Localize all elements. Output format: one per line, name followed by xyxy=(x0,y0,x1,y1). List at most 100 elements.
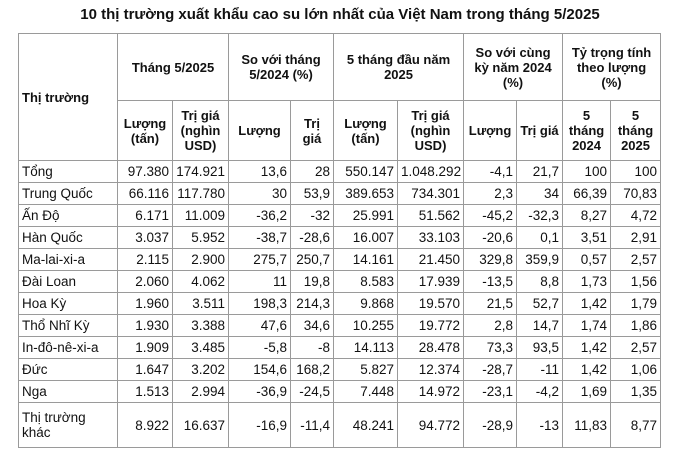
value-cell: 7.448 xyxy=(333,380,399,403)
value-cell: 1,56 xyxy=(610,270,662,293)
value-cell: 8,77 xyxy=(610,402,662,448)
table-row: Đài Loan 2.060 4.062 11 19,8 8.583 17.939 -13,5… xyxy=(18,270,662,293)
value-cell: 1,42 xyxy=(562,336,612,359)
value-cell: 3.388 xyxy=(172,314,229,337)
value-cell: 48.241 xyxy=(333,402,399,448)
value-cell: 550.147 xyxy=(333,160,399,183)
value-cell: -32,3 xyxy=(516,204,564,227)
value-cell: 3,51 xyxy=(562,226,612,249)
header-cell: Thị trường xyxy=(18,33,118,161)
value-cell: 17.939 xyxy=(397,270,465,293)
value-cell: 21.450 xyxy=(397,248,465,271)
table-row: Trung Quốc 66.116 117.780 30 53,9 389.653 734.… xyxy=(18,182,662,205)
value-cell: 14.161 xyxy=(333,248,399,271)
sub-header: 5 tháng 2024 xyxy=(562,100,612,161)
value-cell: 5.952 xyxy=(172,226,229,249)
value-cell: 5.827 xyxy=(333,358,399,381)
value-cell: 2,57 xyxy=(610,248,662,271)
data-table: Thị trường Tháng 5/2025 So với tháng 5/202… xyxy=(18,33,662,448)
market-name: Hoa Kỳ xyxy=(18,292,118,315)
value-cell: 1.513 xyxy=(117,380,173,403)
value-cell: 168,2 xyxy=(289,358,335,381)
value-cell: 100 xyxy=(610,160,662,183)
market-name: Hàn Quốc xyxy=(18,226,118,249)
group-header: Tỷ trọng tính theo lượng (%) xyxy=(562,33,662,101)
value-cell: 52,7 xyxy=(516,292,564,315)
value-cell: 3.037 xyxy=(117,226,173,249)
table-row: Thổ Nhĩ Kỳ 1.930 3.388 47,6 34,6 10.255 19.772… xyxy=(18,314,662,337)
value-cell: 3.511 xyxy=(172,292,229,315)
value-cell: -36,9 xyxy=(228,380,291,403)
value-cell: 198,3 xyxy=(228,292,291,315)
value-cell: 66,39 xyxy=(562,182,612,205)
value-cell: 1.647 xyxy=(117,358,173,381)
value-cell: -11 xyxy=(516,358,564,381)
value-cell: 97.380 xyxy=(117,160,173,183)
value-cell: 1,79 xyxy=(610,292,662,315)
value-cell: 14.113 xyxy=(333,336,399,359)
value-cell: 73,3 xyxy=(463,336,518,359)
value-cell: -23,1 xyxy=(463,380,518,403)
value-cell: -5,8 xyxy=(228,336,291,359)
value-cell: -4,2 xyxy=(516,380,564,403)
value-cell: 1,74 xyxy=(562,314,612,337)
value-cell: 10.255 xyxy=(333,314,399,337)
sub-header: Trị giá (nghìn USD) xyxy=(172,100,229,161)
value-cell: 70,83 xyxy=(610,182,662,205)
value-cell: 2,57 xyxy=(610,336,662,359)
value-cell: -13,5 xyxy=(463,270,518,293)
value-cell: 34,6 xyxy=(289,314,335,337)
value-cell: -28,7 xyxy=(463,358,518,381)
value-cell: 1,06 xyxy=(610,358,662,381)
value-cell: 47,6 xyxy=(228,314,291,337)
value-cell: 389.653 xyxy=(333,182,399,205)
value-cell: 3.485 xyxy=(172,336,229,359)
value-cell: 19.772 xyxy=(397,314,465,337)
value-cell: 734.301 xyxy=(397,182,465,205)
value-cell: 14,7 xyxy=(516,314,564,337)
value-cell: 100 xyxy=(562,160,612,183)
market-name: Thổ Nhĩ Kỳ xyxy=(18,314,118,337)
value-cell: -4,1 xyxy=(463,160,518,183)
value-cell: -11,4 xyxy=(289,402,335,448)
group-header: So với cùng kỳ năm 2024 (%) xyxy=(463,33,564,101)
market-name: Ma-lai-xi-a xyxy=(18,248,118,271)
value-cell: 30 xyxy=(228,182,291,205)
group-header: Tháng 5/2025 xyxy=(117,33,229,101)
sub-header: Trị giá xyxy=(289,100,335,161)
value-cell: 1,42 xyxy=(562,292,612,315)
value-cell: 66.116 xyxy=(117,182,173,205)
value-cell: -16,9 xyxy=(228,402,291,448)
value-cell: 3.202 xyxy=(172,358,229,381)
table-row: In-đô-nê-xi-a 1.909 3.485 -5,8 -8 14.113 28.47… xyxy=(18,336,662,359)
value-cell: 0,57 xyxy=(562,248,612,271)
value-cell: 9.868 xyxy=(333,292,399,315)
sub-header: Trị giá (nghìn USD) xyxy=(397,100,465,161)
value-cell: 1,73 xyxy=(562,270,612,293)
value-cell: 117.780 xyxy=(172,182,229,205)
value-cell: 4.062 xyxy=(172,270,229,293)
market-name: Nga xyxy=(18,380,118,403)
value-cell: 13,6 xyxy=(228,160,291,183)
table-row: Nga 1.513 2.994 -36,9 -24,5 7.448 14.972 -23,1-… xyxy=(18,380,662,403)
value-cell: 11,83 xyxy=(562,402,612,448)
value-cell: 19,8 xyxy=(289,270,335,293)
value-cell: 11 xyxy=(228,270,291,293)
market-name: In-đô-nê-xi-a xyxy=(18,336,118,359)
sub-header: Lượng xyxy=(228,100,291,161)
value-cell: -13 xyxy=(516,402,564,448)
group-header: 5 tháng đầu năm 2025 xyxy=(333,33,465,101)
value-cell: 359,9 xyxy=(516,248,564,271)
value-cell: -45,2 xyxy=(463,204,518,227)
table-row: Thị trường khác 8.922 16.637 -16,9 -11,4 48.2… xyxy=(18,402,662,448)
sub-header: Lượng xyxy=(463,100,518,161)
value-cell: 28.478 xyxy=(397,336,465,359)
value-cell: 1,69 xyxy=(562,380,612,403)
value-cell: -28,9 xyxy=(463,402,518,448)
value-cell: -20,6 xyxy=(463,226,518,249)
value-cell: 174.921 xyxy=(172,160,229,183)
market-name: Trung Quốc xyxy=(18,182,118,205)
value-cell: 8,27 xyxy=(562,204,612,227)
value-cell: 2.900 xyxy=(172,248,229,271)
